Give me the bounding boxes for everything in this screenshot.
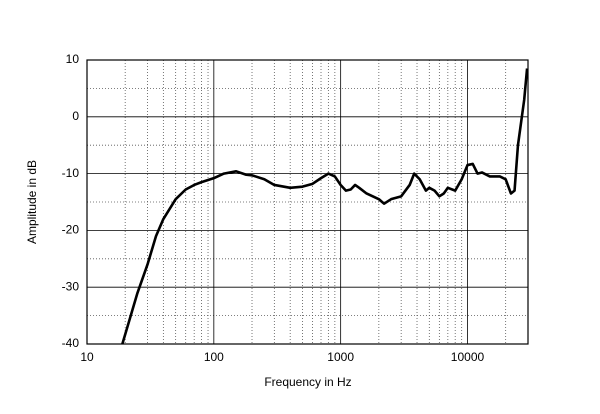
x-tick-label: 10000 [451,350,485,364]
x-tick-label: 100 [204,350,224,364]
plot-frame [86,59,529,345]
x-tick-label: 10 [80,350,94,364]
y-tick-label: 0 [72,109,79,123]
y-tick-label: -10 [62,166,80,180]
y-axis-title: Amplitude in dB [25,160,39,244]
y-tick-label: -20 [62,223,80,237]
x-tick-label: 1000 [327,350,354,364]
y-tick-label: 10 [66,52,80,66]
y-tick-label: -30 [62,279,80,293]
x-axis-title: Frequency in Hz [264,375,351,389]
response-curve [121,68,529,345]
y-tick-label: -40 [62,336,80,350]
